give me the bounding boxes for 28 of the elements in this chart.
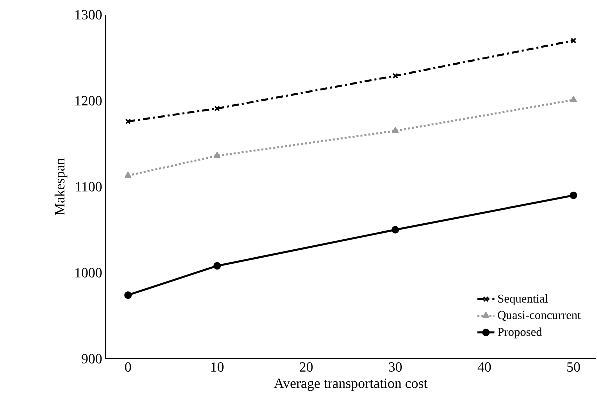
point [214,262,222,270]
x-tick-label: 0 [125,362,132,372]
y-tick-label: 1200 [76,96,102,106]
point [392,127,399,134]
point [125,118,132,125]
y-tick-label: 1300 [76,10,102,20]
point [392,73,398,79]
point [124,172,132,178]
point [214,106,220,112]
point [214,152,221,158]
y-tick-label: 1000 [76,268,102,278]
legend-label: Sequential [498,294,548,306]
x-tick-label: 30 [389,362,402,372]
point [392,226,400,234]
x-axis-title: Average transportation cost [274,378,428,392]
x-tick-label: 20 [300,362,313,372]
legend-label: Quasi-concurrent [498,311,581,322]
y-axis-title: Makespan [54,158,68,216]
x-tick-label: 10 [212,362,224,372]
point [124,292,132,300]
x-tick-label: 50 [568,362,580,372]
y-tick-label: 900 [82,354,102,364]
point [570,38,577,44]
x-tick-label: 40 [478,362,492,372]
point [570,192,578,200]
y-tick-label: 1100 [76,182,102,192]
point [570,96,578,102]
legend-label: Proposed [498,328,542,339]
